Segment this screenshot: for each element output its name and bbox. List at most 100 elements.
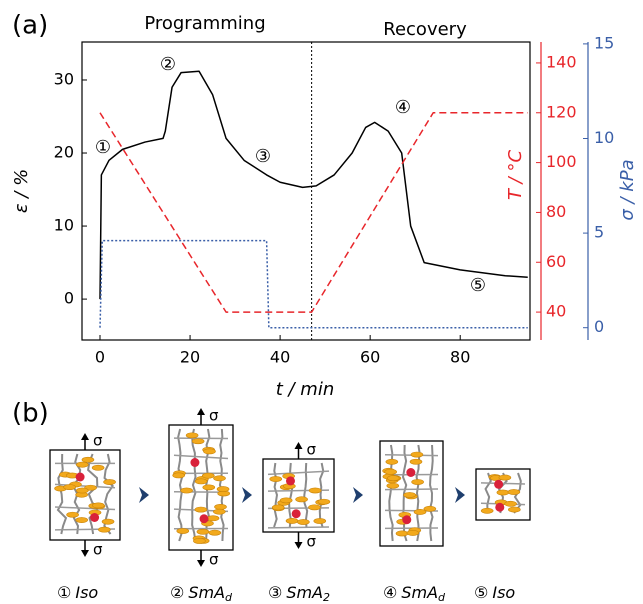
stage-number: ② [170, 583, 184, 602]
mesogen [384, 468, 397, 475]
mesogen [308, 487, 322, 494]
mesogen [75, 517, 88, 523]
mesogen [191, 438, 205, 445]
stress-symbol: σ [209, 407, 219, 425]
mesogen [176, 528, 190, 534]
mesogen [297, 519, 310, 525]
mesogen [410, 451, 424, 458]
stress-arrow-head [197, 560, 205, 567]
mesogen [395, 530, 409, 537]
crosslinker [75, 472, 85, 482]
mesogen [308, 504, 321, 511]
stage-name: SmA [401, 583, 438, 602]
mesogen [185, 432, 199, 439]
y3-tick-label: 5 [594, 223, 604, 242]
y3-tick-label: 0 [594, 317, 604, 336]
polymer-chain [484, 472, 492, 514]
stage-subscript: 2 [323, 591, 330, 604]
annotation: ① [95, 137, 111, 158]
mesogen [386, 482, 400, 489]
mesogen [271, 504, 285, 511]
crosslinker [291, 509, 301, 519]
stress-symbol: σ [307, 533, 317, 551]
mesogen [508, 506, 521, 513]
transition-arrow [139, 487, 149, 503]
x-axis-label: t / min [276, 379, 335, 400]
mesogen [213, 508, 226, 515]
y2-axis-label: T / °C [505, 150, 526, 201]
stress-arrow-head [294, 442, 303, 449]
mesogen [202, 472, 215, 479]
mesogen [81, 456, 95, 463]
mesogen [480, 507, 494, 514]
polymer-chain [303, 462, 309, 528]
x-tick-label: 60 [360, 348, 380, 367]
y-tick-label: 10 [54, 216, 74, 235]
crosslink [267, 526, 330, 529]
y-axis-label: ε / % [11, 169, 32, 213]
stage-number: ① [57, 583, 71, 602]
stage-1: σσ [49, 432, 121, 559]
crosslinker [495, 502, 505, 512]
y2-tick-label: 100 [546, 152, 577, 171]
mesogen [285, 518, 299, 524]
phase-label: Programming [144, 13, 265, 34]
mesogen [63, 484, 76, 491]
phase-label: Recovery [383, 19, 467, 40]
stage-caption: ⑤ Iso [474, 583, 515, 602]
polymer-chain [56, 453, 68, 535]
stage-caption: ② SmAd [170, 583, 233, 604]
stress-arrow-head [197, 408, 205, 415]
stress-arrow-head [81, 433, 89, 440]
mesogen [498, 474, 512, 481]
y2-tick-label: 60 [546, 252, 566, 271]
mesogen [409, 458, 423, 465]
polymer-chain [218, 428, 225, 542]
mesogen [103, 479, 116, 485]
polymer-chain [401, 444, 408, 542]
transition-arrow [455, 487, 465, 503]
crosslink [173, 454, 229, 460]
stage-number: ⑤ [474, 583, 488, 602]
stress-arrow-head [81, 550, 89, 557]
mesogen [172, 472, 185, 479]
series-line [99, 70, 528, 300]
polymer-chain [429, 444, 434, 542]
annotation: ⑤ [470, 275, 486, 296]
crosslinker [406, 468, 416, 477]
stage-4 [379, 440, 444, 547]
mesogen [76, 461, 89, 468]
stage-caption: ③ SmA2 [268, 583, 330, 604]
stage-2: σσ [168, 407, 234, 569]
crosslink [267, 470, 330, 476]
crosslinker [285, 476, 295, 486]
mesogen [317, 498, 331, 505]
mesogen [385, 458, 399, 465]
stress-symbol: σ [209, 551, 219, 569]
mesogen [403, 492, 416, 498]
stage-name: SmA [286, 583, 323, 602]
annotation: ④ [395, 97, 411, 118]
transition-arrow [353, 487, 363, 503]
stress-arrow-head [294, 542, 303, 549]
x-tick-label: 80 [450, 348, 470, 367]
mesogen [196, 528, 210, 535]
x-tick-label: 40 [270, 348, 290, 367]
mesogen [216, 486, 230, 492]
mesogen [180, 487, 193, 494]
mesogen [214, 503, 227, 510]
mesogen [91, 464, 105, 471]
crosslinker [402, 515, 412, 525]
panel-label: (a) [12, 11, 48, 41]
mesogen [66, 511, 79, 518]
y-tick-label: 20 [54, 143, 74, 162]
mesogen [193, 538, 206, 544]
mesogen [295, 496, 308, 503]
stage-caption: ① Iso [57, 583, 98, 602]
crosslinker [494, 479, 504, 489]
annotation: ② [160, 54, 176, 75]
stage-3: σσ [262, 441, 335, 551]
panel-label: (b) [12, 399, 49, 429]
stage-subscript: d [225, 591, 233, 604]
